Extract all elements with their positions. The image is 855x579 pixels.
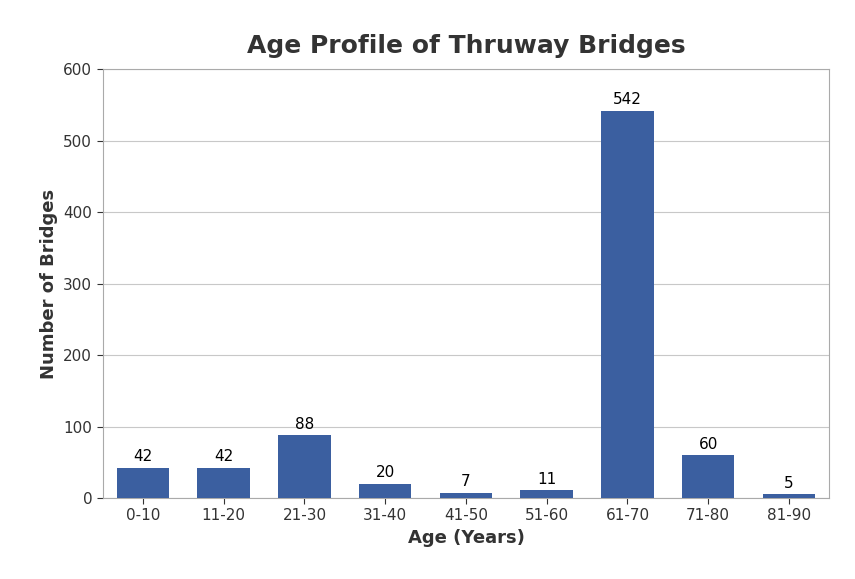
Bar [439,493,492,498]
Text: 42: 42 [133,449,152,464]
Bar [278,435,331,498]
Bar [763,494,815,498]
Text: 7: 7 [461,474,471,489]
Text: 60: 60 [699,437,718,452]
Text: 42: 42 [214,449,233,464]
Text: 542: 542 [613,92,642,107]
Bar [601,111,654,498]
Bar [521,490,573,498]
Bar [359,483,411,498]
Text: 88: 88 [295,416,314,431]
Y-axis label: Number of Bridges: Number of Bridges [39,189,57,379]
Bar [198,468,250,498]
Text: 5: 5 [784,476,793,491]
Text: 20: 20 [375,465,395,480]
X-axis label: Age (Years): Age (Years) [408,529,524,547]
Title: Age Profile of Thruway Bridges: Age Profile of Thruway Bridges [246,34,686,58]
Bar [117,468,169,498]
Bar [682,455,734,498]
Text: 11: 11 [537,471,557,486]
